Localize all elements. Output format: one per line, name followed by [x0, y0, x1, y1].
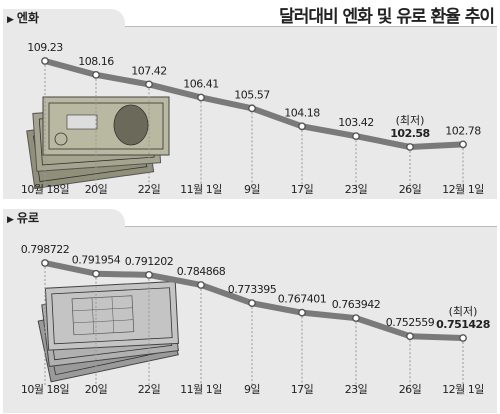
- yen-banknotes-illustration: [26, 96, 170, 189]
- euro-data-point: [248, 299, 256, 308]
- euro-value-label: 0.751428: [436, 318, 490, 331]
- euro-value-label: 0.798722: [21, 243, 70, 256]
- euro-x-tick-label: 12월 1일: [442, 382, 484, 396]
- yen-annotation: (최저): [396, 114, 425, 127]
- yen-data-point: [406, 143, 414, 151]
- yen-x-tick-label: 20일: [85, 182, 108, 196]
- yen-x-tick-label: 11월 1일: [180, 182, 222, 196]
- yen-x-tick-label: 12월 1일: [442, 182, 484, 196]
- euro-data-point: [406, 332, 414, 341]
- yen-chart-panel: ▶ 엔화 109.23 108.16 107.42 106.41 105.57 104.18…: [3, 9, 497, 199]
- euro-data-point: [197, 281, 205, 289]
- yen-value-label: 108.16: [78, 55, 114, 68]
- euro-value-label: 0.773395: [228, 283, 277, 296]
- yen-data-point: [298, 122, 306, 131]
- yen-value-label: 105.57: [234, 88, 270, 101]
- euro-value-label: 0.752559: [386, 316, 435, 329]
- euro-chart-title: 유로: [16, 211, 40, 225]
- euro-data-point: [145, 271, 153, 279]
- euro-value-label: 0.763942: [332, 298, 381, 311]
- yen-x-tick-label: 9일: [244, 182, 260, 196]
- triangle-icon: ▶: [7, 15, 14, 25]
- yen-value-label: 109.23: [27, 41, 63, 54]
- euro-data-point: [352, 314, 360, 323]
- euro-chart-tab: ▶ 유로: [3, 209, 125, 227]
- euro-value-label: 0.767401: [278, 293, 327, 306]
- yen-value-label: 102.78: [445, 124, 481, 137]
- triangle-icon: ▶: [7, 215, 14, 225]
- euro-data-point: [298, 308, 306, 317]
- yen-data-point: [459, 140, 467, 149]
- euro-value-label: 0.791954: [72, 254, 121, 267]
- yen-x-tick-label: 10월 18일: [21, 182, 70, 196]
- yen-value-label: 107.42: [131, 64, 167, 77]
- euro-x-tick-label: 17일: [291, 382, 314, 396]
- yen-value-label: 106.41: [183, 77, 219, 90]
- yen-data-point: [248, 104, 256, 113]
- euro-data-point: [92, 269, 100, 278]
- yen-data-point: [41, 57, 49, 65]
- yen-chart: 109.23 108.16 107.42 106.41 105.57 104.18 103.…: [21, 41, 485, 196]
- yen-chart-tab: ▶ 엔화: [3, 9, 125, 27]
- euro-value-label: 0.791202: [125, 255, 174, 268]
- page-title: 달러대비 엔화 및 유로 환율 추이: [279, 7, 495, 27]
- euro-value-label: 0.784868: [177, 265, 226, 278]
- euro-banknotes-illustration: [37, 280, 180, 383]
- yen-x-tick-label: 17일: [291, 182, 314, 196]
- yen-data-point: [352, 132, 360, 141]
- euro-chart-panel: ▶ 유로 0.798722 0.791954 0.791202 0.784868 0.77…: [3, 209, 497, 413]
- euro-x-tick-label: 9일: [244, 382, 260, 396]
- yen-value-label: 104.18: [284, 106, 320, 119]
- euro-x-tick-label: 11월 1일: [180, 382, 222, 396]
- yen-x-tick-label: 22일: [138, 182, 161, 196]
- yen-data-point: [92, 70, 100, 79]
- yen-value-label: 102.58: [390, 127, 429, 140]
- euro-annotation: (최저): [449, 305, 478, 318]
- yen-data-point: [197, 93, 205, 102]
- euro-data-point: [41, 259, 49, 267]
- yen-value-label: 103.42: [338, 116, 374, 129]
- yen-x-tick-label: 26일: [399, 182, 422, 196]
- euro-x-tick-label: 10월 18일: [21, 382, 70, 396]
- yen-data-point: [145, 80, 153, 89]
- yen-x-tick-label: 23일: [345, 182, 368, 196]
- euro-x-tick-label: 26일: [399, 382, 422, 396]
- euro-x-tick-label: 20일: [85, 382, 108, 396]
- euro-data-point: [459, 334, 467, 342]
- euro-x-tick-label: 22일: [138, 382, 161, 396]
- yen-chart-title: 엔화: [16, 11, 40, 25]
- euro-x-tick-label: 23일: [345, 382, 368, 396]
